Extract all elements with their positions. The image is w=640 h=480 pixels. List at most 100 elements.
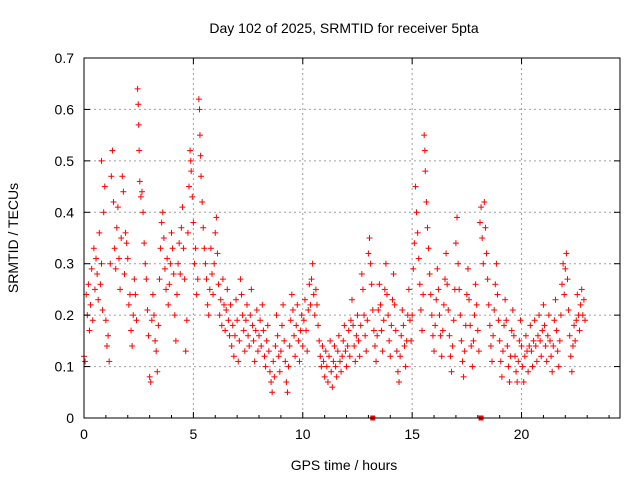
- y-tick-label: 0.2: [55, 307, 75, 323]
- data-point: [576, 327, 583, 334]
- data-point: [218, 322, 225, 329]
- data-point: [224, 286, 231, 293]
- data-point: [173, 291, 180, 298]
- data-point: [568, 368, 575, 375]
- data-point: [483, 250, 490, 257]
- data-point: [464, 265, 471, 272]
- data-point: [147, 379, 154, 385]
- data-point: [221, 301, 228, 308]
- data-point: [550, 343, 557, 349]
- data-point: [189, 193, 196, 200]
- data-point: [357, 322, 364, 329]
- data-point: [362, 332, 369, 339]
- data-point: [114, 204, 121, 211]
- data-point: [559, 281, 566, 288]
- data-point: [204, 301, 211, 308]
- data-point: [226, 332, 233, 339]
- data-point: [137, 193, 144, 200]
- data-point: [496, 337, 503, 344]
- data-point: [517, 317, 524, 324]
- data-point: [135, 101, 142, 108]
- data-point: [549, 368, 556, 375]
- data-point: [145, 332, 152, 339]
- data-point: [168, 229, 175, 236]
- data-point: [305, 307, 312, 313]
- data-point: [113, 224, 120, 231]
- data-point: [315, 322, 322, 329]
- data-point: [328, 368, 335, 375]
- data-point: [252, 327, 259, 334]
- data-point: [205, 312, 212, 319]
- data-point: [389, 296, 396, 303]
- data-point: [272, 343, 279, 349]
- data-point: [366, 235, 373, 241]
- data-point: [143, 276, 150, 283]
- data-point: [263, 337, 270, 344]
- data-point: [234, 317, 241, 324]
- data-point: [341, 322, 348, 329]
- data-point: [112, 265, 119, 272]
- data-point: [172, 337, 179, 344]
- data-point: [359, 286, 366, 293]
- data-point: [251, 358, 258, 365]
- data-point: [350, 322, 357, 329]
- data-point: [233, 296, 240, 303]
- data-point: [361, 312, 368, 319]
- data-point: [241, 348, 248, 355]
- data-point: [109, 147, 116, 154]
- data-point: [380, 317, 387, 324]
- data-point: [356, 353, 363, 360]
- data-point: [312, 286, 319, 293]
- data-point: [89, 317, 96, 324]
- data-point: [346, 353, 353, 360]
- data-point: [510, 332, 517, 339]
- data-point: [556, 337, 563, 344]
- x-tick-label: 15: [404, 426, 420, 442]
- data-point: [563, 250, 570, 257]
- data-point: [194, 276, 201, 283]
- data-point: [351, 343, 358, 349]
- data-point: [149, 291, 156, 298]
- data-point: [111, 245, 118, 252]
- data-point: [503, 317, 510, 324]
- data-point: [514, 379, 521, 385]
- data-point: [118, 235, 125, 241]
- data-point: [544, 332, 551, 339]
- data-point: [534, 332, 541, 339]
- data-point: [392, 327, 399, 334]
- data-point: [450, 317, 457, 324]
- data-point: [239, 312, 246, 319]
- data-point: [193, 291, 200, 298]
- data-point: [469, 363, 476, 370]
- data-point: [567, 353, 574, 360]
- data-point: [246, 343, 253, 349]
- data-point: [467, 322, 474, 329]
- data-point: [377, 301, 384, 308]
- data-point: [466, 296, 473, 303]
- data-point: [317, 353, 324, 360]
- x-tick-label: 0: [80, 426, 88, 442]
- data-point: [292, 353, 299, 360]
- data-point: [154, 368, 161, 375]
- data-point: [225, 317, 232, 324]
- data-point: [208, 271, 215, 277]
- data-point: [378, 327, 385, 334]
- data-point: [384, 291, 391, 298]
- data-point: [543, 358, 550, 365]
- data-point: [520, 379, 527, 385]
- data-point: [554, 348, 561, 355]
- data-point: [491, 307, 498, 313]
- data-point: [223, 307, 230, 313]
- data-point: [553, 327, 560, 334]
- data-point: [245, 332, 252, 339]
- data-point: [424, 224, 431, 231]
- data-point: [303, 327, 310, 334]
- data-point: [486, 322, 493, 329]
- data-point: [569, 343, 576, 349]
- data-point: [434, 265, 441, 272]
- data-point: [399, 307, 406, 313]
- data-point: [439, 327, 446, 334]
- data-point: [493, 260, 500, 267]
- data-point: [497, 358, 504, 365]
- data-point: [134, 85, 141, 92]
